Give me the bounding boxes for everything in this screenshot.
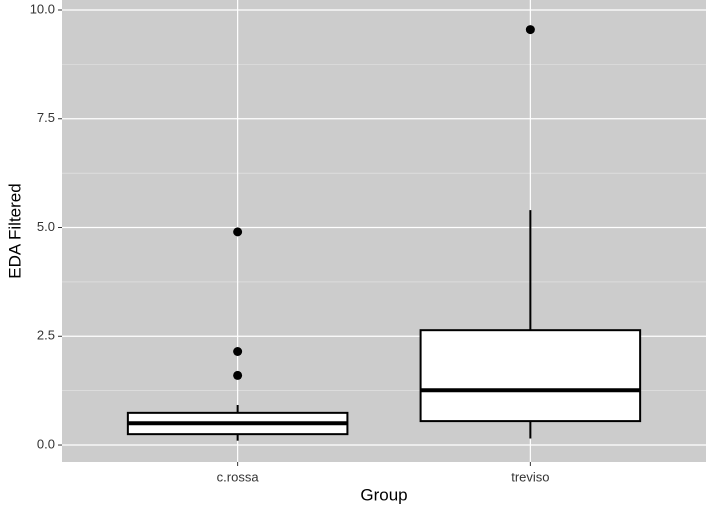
y-tick-label: 7.5 (37, 110, 55, 125)
y-axis-title: EDA Filtered (5, 183, 24, 278)
outlier (233, 347, 243, 357)
y-tick-label: 2.5 (37, 328, 55, 343)
outlier (525, 25, 535, 35)
outlier (233, 227, 243, 237)
outlier (233, 370, 243, 380)
box (419, 329, 642, 423)
x-tick-label: c.rossa (217, 469, 260, 484)
y-tick-label: 10.0 (30, 1, 55, 16)
x-axis-title: Group (360, 485, 407, 504)
y-tick-label: 0.0 (37, 436, 55, 451)
x-tick-label: treviso (511, 469, 549, 484)
y-tick-label: 5.0 (37, 219, 55, 234)
